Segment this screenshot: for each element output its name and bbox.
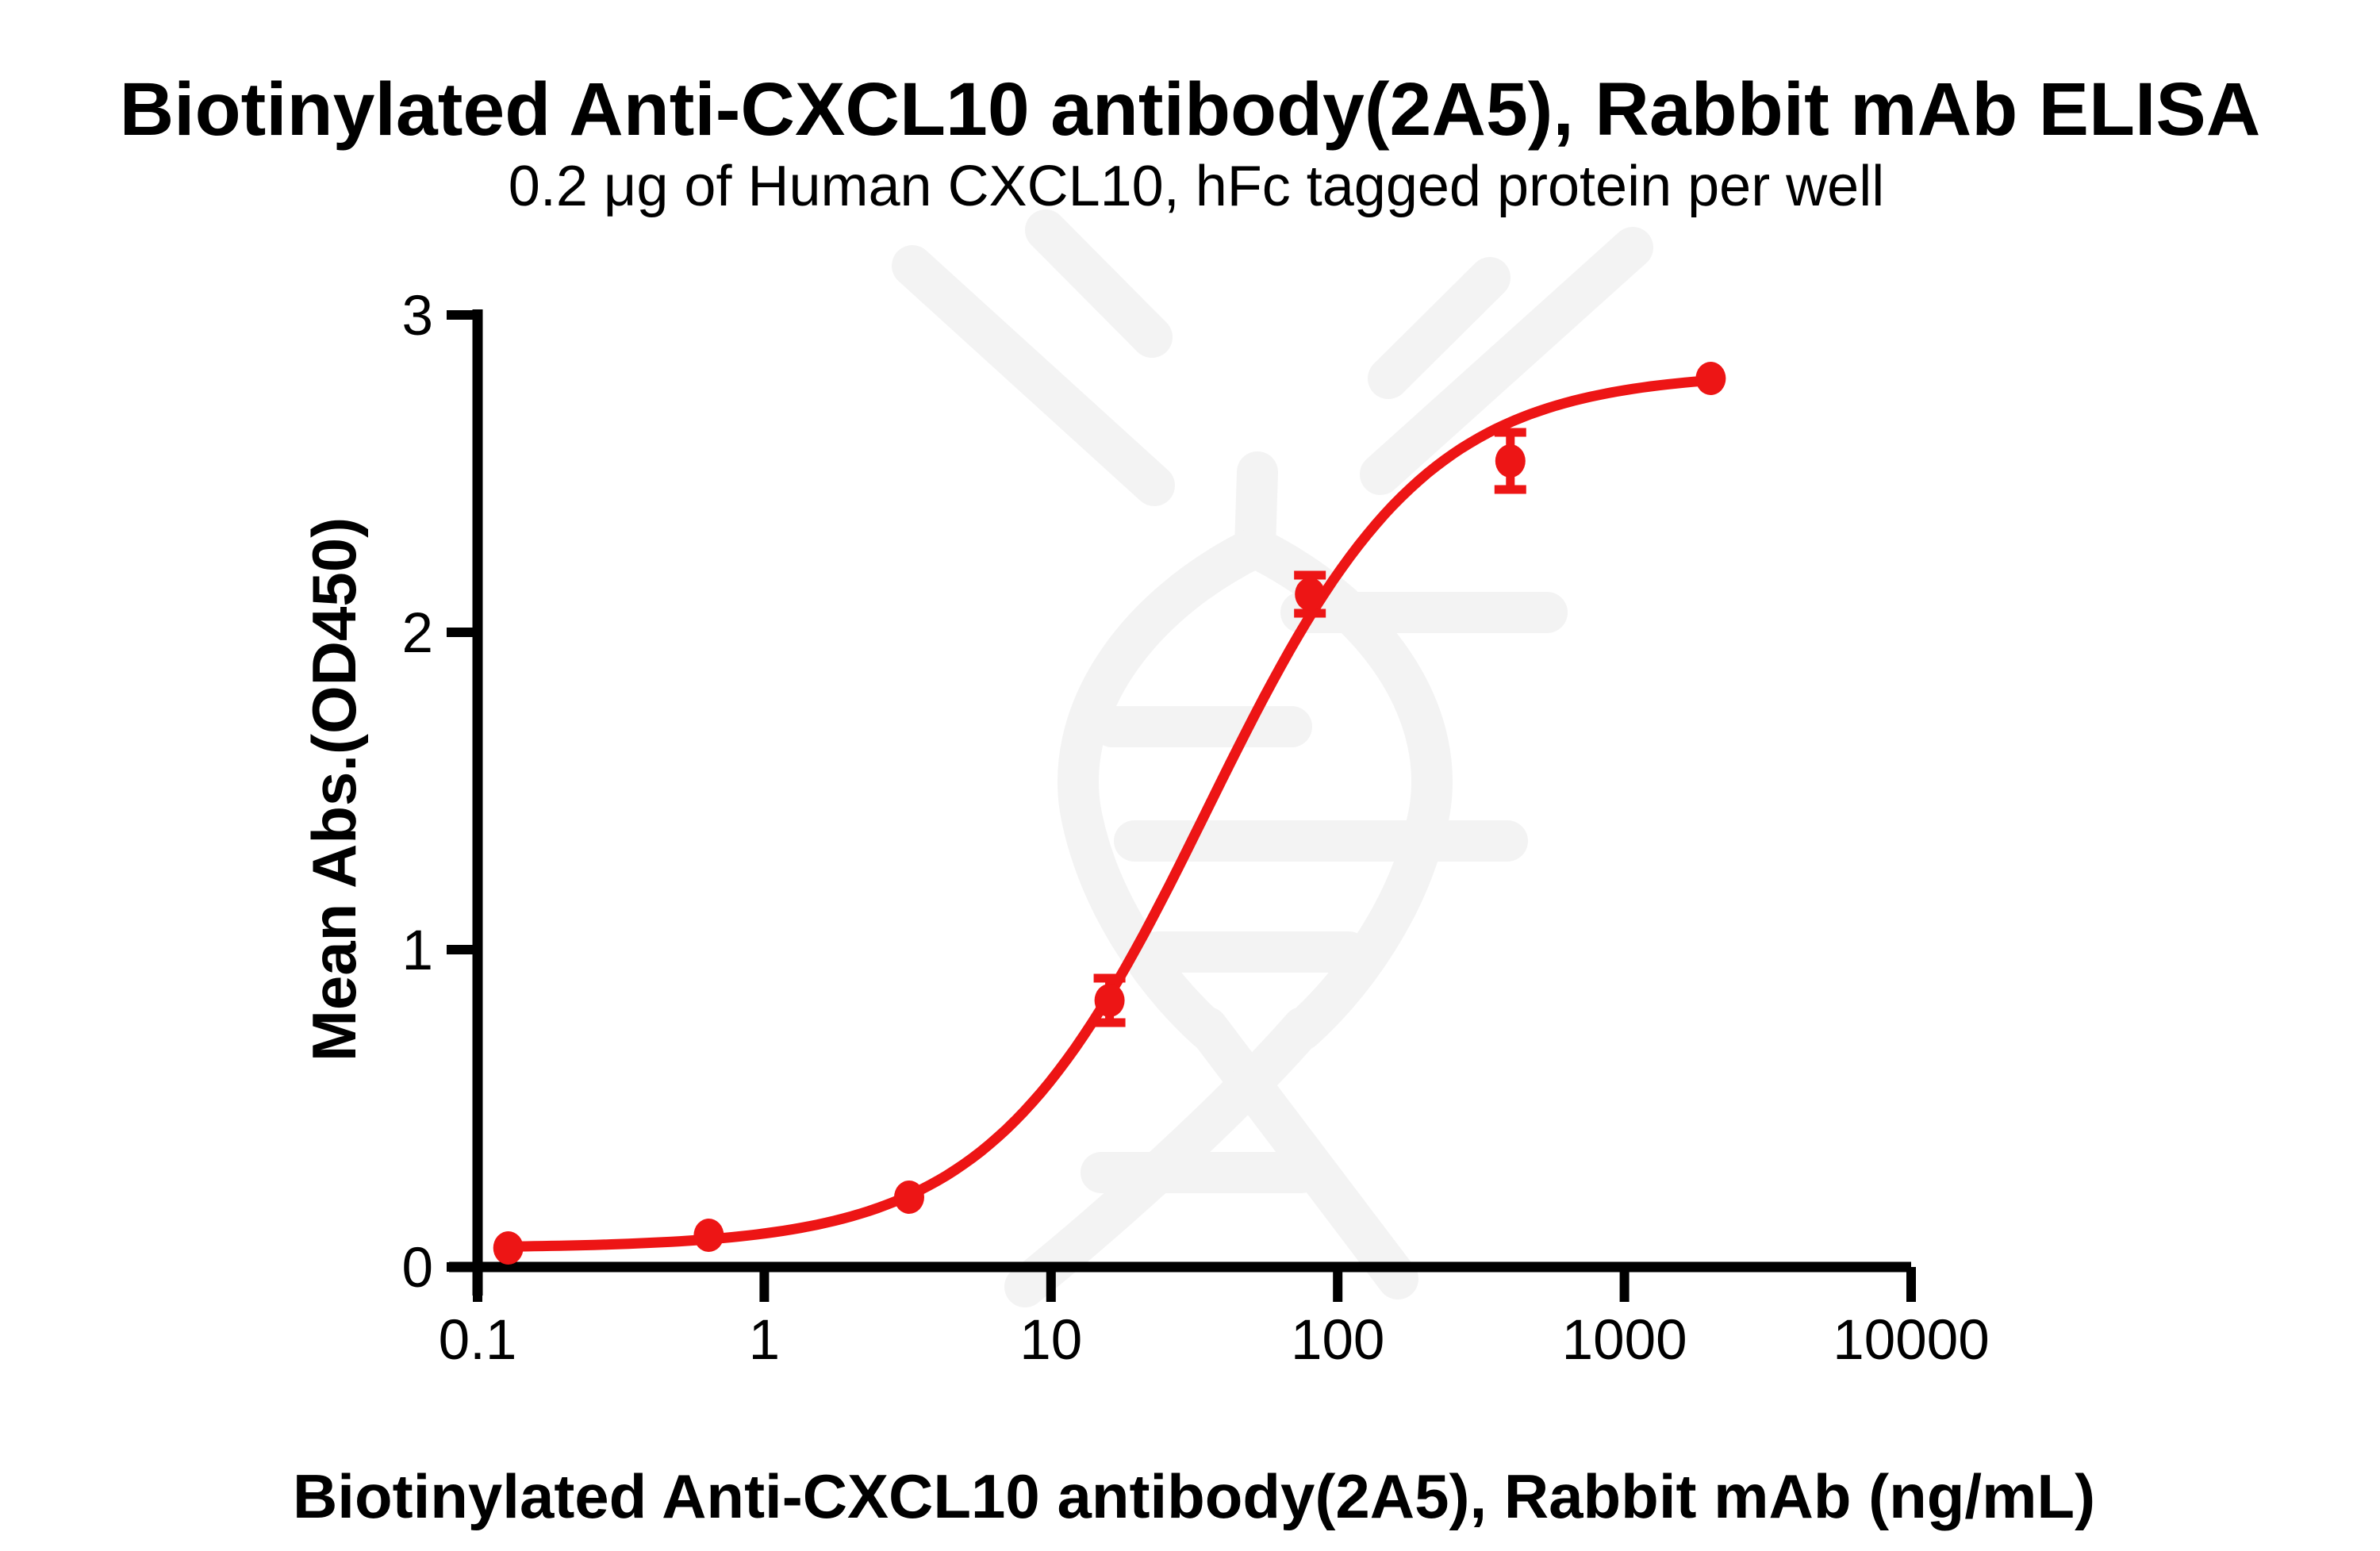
chart-subtitle: 0.2 μg of Human CXCL10, hFc tagged prote…: [509, 155, 1884, 218]
x-tick-label: 10: [1019, 1309, 1082, 1372]
chart-title: Biotinylated Anti-CXCL10 antibody(2A5), …: [120, 67, 2261, 152]
y-tick-label: 0: [402, 1237, 434, 1300]
data-point: [1094, 984, 1125, 1017]
data-point: [1495, 444, 1526, 478]
fit-curve: [503, 374, 1716, 1252]
data-point: [1295, 578, 1326, 611]
data-point: [1695, 362, 1726, 395]
x-tick-label: 0.1: [439, 1309, 517, 1372]
y-axis-label: Mean Abs.(OD450): [299, 517, 369, 1062]
watermark-right-inner-arm: [1368, 257, 1511, 399]
y-tick-label: 1: [402, 919, 434, 982]
dna-antibody-watermark-icon: [892, 209, 1653, 1307]
watermark-left-inner-arm: [1025, 209, 1173, 358]
watermark-left-arm: [892, 245, 1175, 506]
x-axis-label: Biotinylated Anti-CXCL10 antibody(2A5), …: [293, 1461, 2095, 1531]
data-point: [493, 1231, 524, 1265]
x-tick-label: 1000: [1562, 1309, 1687, 1372]
data-point: [693, 1219, 724, 1252]
x-tick-label: 100: [1291, 1309, 1384, 1372]
data-point: [894, 1181, 924, 1214]
y-tick-label: 2: [402, 602, 434, 665]
x-tick-label: 1: [749, 1309, 781, 1372]
axes: 0 1 2 3 0.1 1 10 100 1000 10000: [402, 285, 1990, 1372]
x-tick-label: 10000: [1833, 1309, 1989, 1372]
y-tick-label: 3: [402, 285, 434, 347]
data-series: [493, 362, 1726, 1265]
watermark-right-arm: [1360, 227, 1653, 495]
